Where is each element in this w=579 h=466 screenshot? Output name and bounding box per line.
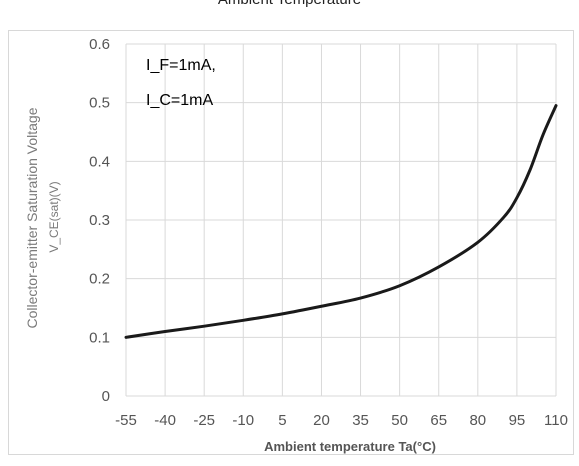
x-tick-label: 65 (430, 412, 447, 429)
x-tick-label: -40 (154, 412, 176, 429)
x-tick-label: 110 (544, 412, 568, 429)
x-tick-label: 50 (391, 412, 408, 429)
y-tick-label: 0.3 (89, 212, 110, 229)
x-tick-label: -10 (232, 412, 254, 429)
chart-title: Ambient Temperature (0, 0, 579, 8)
x-tick-label: 20 (313, 412, 330, 429)
y-tick-label: 0.1 (89, 329, 110, 346)
annotation-ic: I_C=1mA (146, 92, 214, 109)
x-tick-label: 5 (278, 412, 286, 429)
x-axis-label: Ambient temperature Ta(°C) (264, 439, 436, 454)
annotation-if: I_F=1mA, (146, 57, 216, 74)
y-tick-label: 0.5 (89, 95, 110, 112)
y-tick-label: 0.6 (89, 36, 110, 53)
x-tick-label: 95 (509, 412, 526, 429)
x-tick-label: -25 (193, 412, 215, 429)
y-tick-label: 0.4 (89, 153, 110, 170)
y-tick-label: 0.2 (89, 271, 110, 288)
x-tick-label: -55 (115, 412, 137, 429)
x-tick-label: 80 (469, 412, 486, 429)
x-tick-label: 35 (352, 412, 369, 429)
y-tick-label: 0 (102, 388, 110, 405)
series-line (124, 104, 558, 339)
